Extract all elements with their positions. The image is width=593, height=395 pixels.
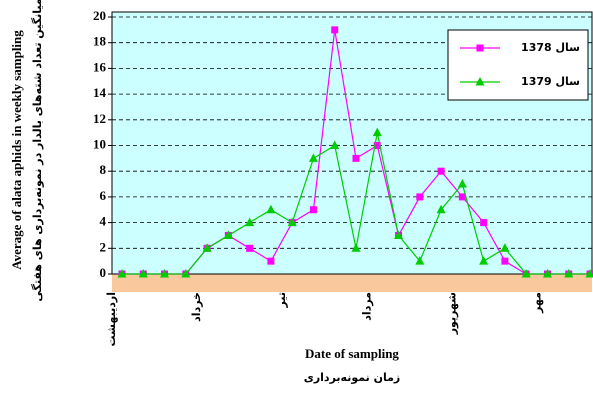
y-tick-label: 14 (93, 85, 107, 100)
y-axis-title: Average of alata aphids in weekly sampli… (9, 30, 24, 270)
legend-label: سال 1379 (521, 75, 580, 88)
marker (138, 269, 148, 278)
marker (480, 219, 488, 227)
marker (436, 204, 446, 214)
marker (352, 154, 360, 162)
y-tick-label: 0 (100, 265, 107, 280)
marker (373, 142, 381, 149)
marker (287, 217, 297, 227)
y-tick-label: 10 (93, 136, 106, 151)
y-tick-label: 20 (93, 8, 106, 23)
marker (245, 217, 255, 227)
y-tick-label: 12 (93, 111, 106, 126)
y-tick-label: 8 (100, 162, 107, 177)
marker (117, 269, 127, 278)
y-tick-label: 4 (100, 214, 107, 229)
marker (437, 167, 445, 175)
x-tick-label: اردیبهشت (105, 292, 118, 346)
x-axis-title: Date of sampling (305, 346, 399, 361)
y-tick-label: 6 (100, 188, 107, 203)
marker (457, 179, 467, 188)
marker (160, 269, 170, 278)
marker (416, 193, 424, 201)
y-tick-label: 2 (100, 239, 107, 254)
x-axis-title-fa: زمان نمونه‌برداری (304, 371, 401, 384)
marker (564, 269, 574, 278)
legend-label: سال 1378 (521, 41, 580, 54)
axis-band (112, 274, 592, 292)
x-tick-label: تیر (275, 292, 288, 308)
marker (267, 257, 275, 265)
marker (330, 140, 340, 149)
marker (479, 256, 489, 265)
marker (309, 206, 317, 214)
marker (181, 269, 191, 278)
marker (266, 204, 276, 214)
x-tick-label: مهر (530, 292, 543, 314)
marker (331, 26, 339, 34)
marker (202, 243, 212, 252)
y-axis-title-fa: میانگین تعداد شته‌های بالدار در نمونه‌بر… (31, 0, 44, 302)
legend (447, 29, 589, 101)
y-tick-label: 18 (93, 34, 107, 49)
marker (501, 257, 509, 265)
marker (223, 230, 233, 239)
y-tick-label: 16 (93, 59, 107, 74)
marker (458, 193, 466, 201)
x-tick-label: خرداد (190, 292, 203, 322)
marker (394, 230, 404, 239)
legend-marker (476, 44, 484, 52)
marker (500, 243, 510, 252)
marker (351, 243, 361, 252)
x-tick-label: مرداد (360, 292, 373, 321)
x-tick-label: شهریور (445, 292, 458, 335)
marker (246, 244, 254, 252)
marker (542, 269, 552, 278)
marker (308, 153, 318, 162)
marker (372, 127, 382, 137)
marker (415, 256, 425, 265)
legend-marker (475, 77, 485, 86)
marker (585, 269, 593, 278)
marker (521, 269, 531, 278)
